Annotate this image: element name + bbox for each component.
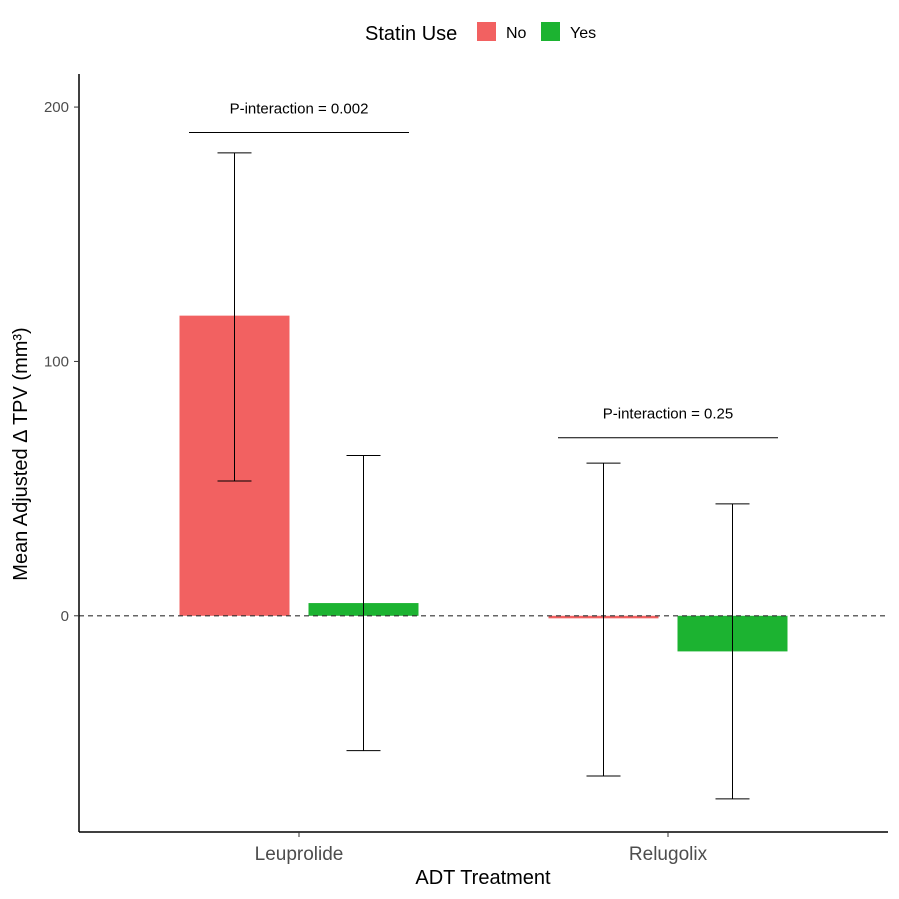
y-tick-label: 0 bbox=[61, 608, 69, 625]
x-axis-title: ADT Treatment bbox=[415, 867, 551, 889]
x-tick-label-relugolix: Relugolix bbox=[629, 844, 708, 865]
y-axis-title: Mean Adjusted Δ TPV (mm³) bbox=[10, 327, 32, 580]
legend-label-no: No bbox=[506, 25, 527, 42]
error-bar-yes-leuprolide bbox=[346, 455, 381, 752]
legend-key-yes bbox=[541, 22, 560, 41]
legend-key-no bbox=[477, 22, 496, 41]
error-bar-no-relugolix bbox=[586, 462, 621, 777]
plot-area: P-interaction = 0.002 P-interaction = 0.2… bbox=[44, 74, 888, 865]
legend: Statin Use No Yes bbox=[365, 22, 596, 45]
error-bar-yes-relugolix bbox=[715, 503, 750, 800]
y-tick-label: 100 bbox=[44, 353, 69, 370]
x-tick-label-leuprolide: Leuprolide bbox=[255, 844, 344, 865]
error-bar-no-leuprolide bbox=[217, 152, 252, 482]
legend-label-yes: Yes bbox=[570, 25, 596, 42]
p-interaction-label-relugolix: P-interaction = 0.25 bbox=[603, 406, 734, 423]
legend-title: Statin Use bbox=[365, 23, 457, 45]
p-interaction-label-leuprolide: P-interaction = 0.002 bbox=[230, 101, 369, 118]
y-tick-label: 200 bbox=[44, 99, 69, 116]
